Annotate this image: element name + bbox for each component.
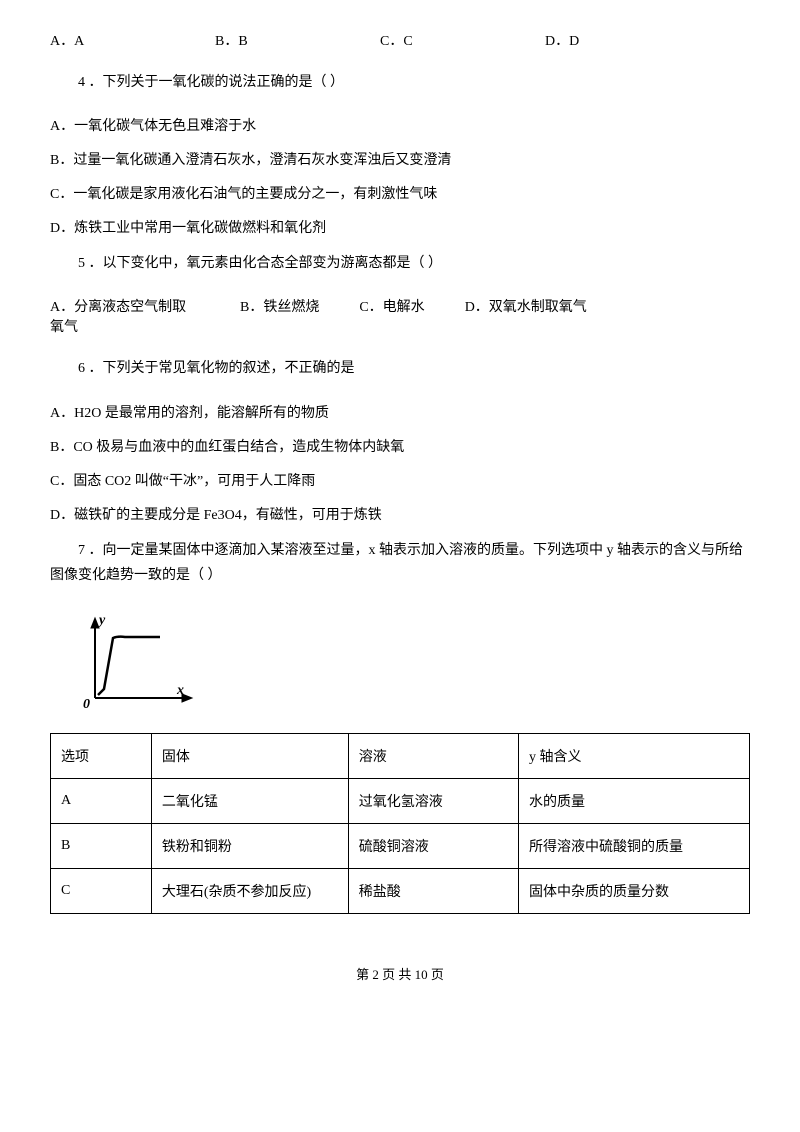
svg-text:x: x <box>176 683 184 698</box>
q5-option-a: A．分离液态空气制取氧气 <box>50 296 200 336</box>
q4-option-d: D．炼铁工业中常用一氧化碳做燃料和氧化剂 <box>50 217 750 237</box>
table-cell: 硫酸铜溶液 <box>348 823 518 868</box>
q6-option-c: C．固态 CO2 叫做“干冰”，可用于人工降雨 <box>50 470 750 490</box>
q6-stem: 6 ．下列关于常见氧化物的叙述，不正确的是 <box>50 356 750 381</box>
q6-option-a: A．H2O 是最常用的溶剂，能溶解所有的物质 <box>50 402 750 422</box>
option-c: C．C <box>380 30 545 50</box>
q4-option-b: B．过量一氧化碳通入澄清石灰水，澄清石灰水变浑浊后又变澄清 <box>50 149 750 169</box>
q4-option-c: C．一氧化碳是家用液化石油气的主要成分之一，有刺激性气味 <box>50 183 750 203</box>
q6-option-d: D．磁铁矿的主要成分是 Fe3O4，有磁性，可用于炼铁 <box>50 504 750 524</box>
table-cell: 过氧化氢溶液 <box>348 778 518 823</box>
table-cell: 水的质量 <box>519 778 750 823</box>
q5-option-b: B．铁丝燃烧 <box>240 296 319 336</box>
q7-stem-2: 图像变化趋势一致的是（ ） <box>50 563 750 588</box>
table-row: C大理石(杂质不参加反应)稀盐酸固体中杂质的质量分数 <box>51 868 750 913</box>
svg-text:y: y <box>97 613 106 628</box>
svg-text:0: 0 <box>83 697 90 712</box>
table-cell: C <box>51 868 152 913</box>
table-cell: 二氧化锰 <box>151 778 348 823</box>
question-4: 4 ．下列关于一氧化碳的说法正确的是（ ） <box>50 70 750 95</box>
question-5: 5 ．以下变化中，氧元素由化合态全部变为游离态都是（ ） <box>50 251 750 276</box>
table-row: A二氧化锰过氧化氢溶液水的质量 <box>51 778 750 823</box>
q7-table: 选项固体溶液y 轴含义A二氧化锰过氧化氢溶液水的质量B铁粉和铜粉硫酸铜溶液所得溶… <box>50 733 750 914</box>
q4-stem: 4 ．下列关于一氧化碳的说法正确的是（ ） <box>50 70 750 95</box>
top-options-row: A．A B．B C．C D．D <box>50 30 750 50</box>
table-header-cell: 溶液 <box>348 733 518 778</box>
table-row: B铁粉和铜粉硫酸铜溶液所得溶液中硫酸铜的质量 <box>51 823 750 868</box>
table-cell: B <box>51 823 152 868</box>
q6-option-b: B．CO 极易与血液中的血红蛋白结合，造成生物体内缺氧 <box>50 436 750 456</box>
table-cell: 铁粉和铜粉 <box>151 823 348 868</box>
q7-chart: y x 0 <box>70 608 750 723</box>
q5-option-c: C．电解水 <box>359 296 424 336</box>
table-header-cell: y 轴含义 <box>519 733 750 778</box>
option-b: B．B <box>215 30 380 50</box>
chart-svg: y x 0 <box>70 608 200 718</box>
page-footer: 第 2 页 共 10 页 <box>50 964 750 983</box>
option-a: A．A <box>50 30 215 50</box>
option-d: D．D <box>545 30 710 50</box>
q5-options: A．分离液态空气制取氧气 B．铁丝燃烧 C．电解水 D．双氧水制取氧气 <box>50 296 750 336</box>
question-7: 7 ．向一定量某固体中逐滴加入某溶液至过量，x 轴表示加入溶液的质量。下列选项中… <box>50 538 750 588</box>
table-header-cell: 选项 <box>51 733 152 778</box>
q4-option-a: A．一氧化碳气体无色且难溶于水 <box>50 115 750 135</box>
q5-option-d: D．双氧水制取氧气 <box>465 296 587 336</box>
table-cell: 固体中杂质的质量分数 <box>519 868 750 913</box>
table-cell: 所得溶液中硫酸铜的质量 <box>519 823 750 868</box>
table-cell: A <box>51 778 152 823</box>
q7-stem-1: 7 ．向一定量某固体中逐滴加入某溶液至过量，x 轴表示加入溶液的质量。下列选项中… <box>50 538 750 563</box>
table-cell: 稀盐酸 <box>348 868 518 913</box>
table-cell: 大理石(杂质不参加反应) <box>151 868 348 913</box>
q5-stem: 5 ．以下变化中，氧元素由化合态全部变为游离态都是（ ） <box>50 251 750 276</box>
table-header-cell: 固体 <box>151 733 348 778</box>
question-6: 6 ．下列关于常见氧化物的叙述，不正确的是 <box>50 356 750 381</box>
